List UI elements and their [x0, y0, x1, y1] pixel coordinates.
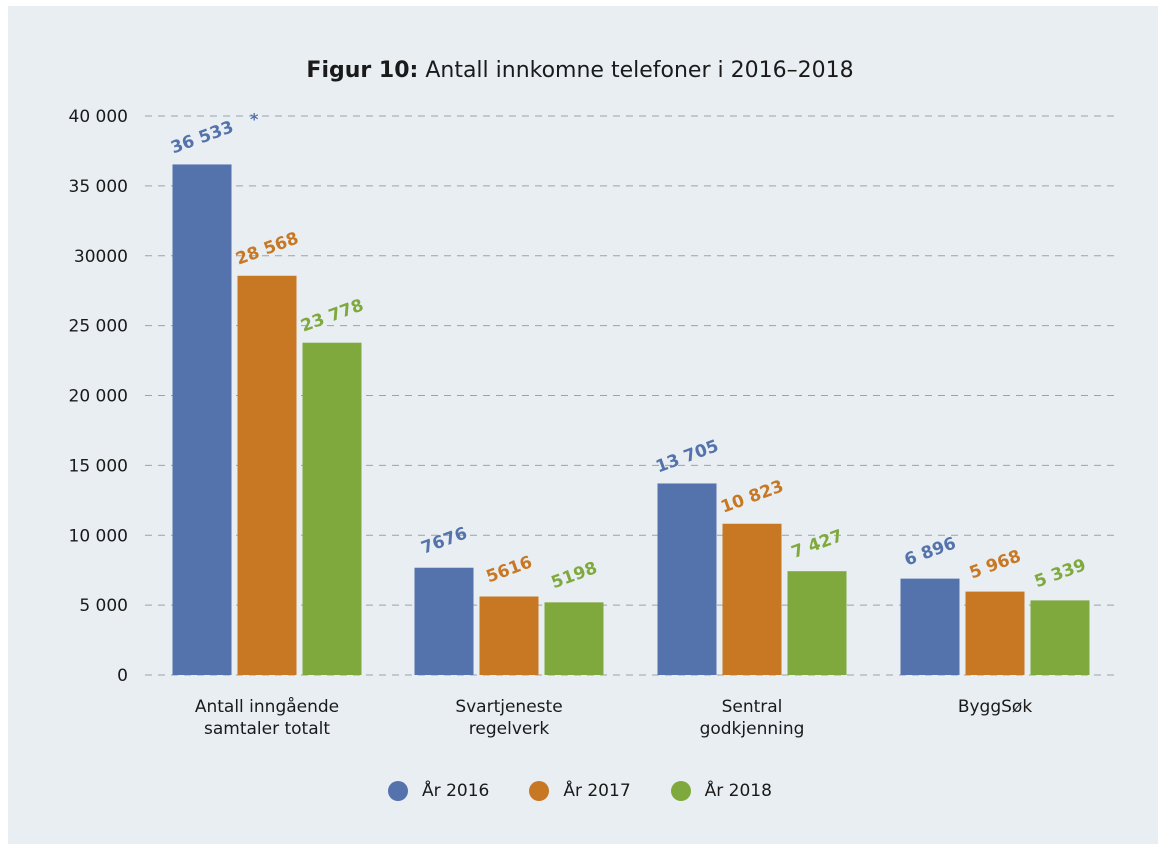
y-tick-label: 20 000 — [69, 387, 128, 407]
bar — [965, 591, 1025, 675]
bar — [544, 602, 604, 675]
bar — [1030, 600, 1090, 675]
legend-label-2018: År 2018 — [704, 781, 772, 801]
data-label: 28 568 — [233, 229, 301, 270]
x-tick-label: Antall inngående — [195, 696, 339, 717]
x-tick-label: Svartjeneste — [455, 697, 562, 717]
data-label: 5 339 — [1032, 555, 1089, 592]
data-label: 5616 — [484, 552, 535, 587]
y-tick-label: 30000 — [74, 247, 128, 267]
legend-swatch-2017 — [529, 781, 550, 801]
data-label: 7 427 — [789, 526, 846, 563]
legend-label-2017: År 2017 — [563, 781, 631, 801]
legend-swatch-2018 — [670, 781, 691, 801]
chart-legend: År 2016 År 2017 År 2018 — [0, 781, 1160, 801]
footnote-marker: * — [250, 109, 259, 128]
data-label: 7676 — [419, 524, 470, 559]
x-tick-label: godkjenning — [700, 719, 805, 739]
bar — [657, 483, 717, 675]
y-tick-label: 15 000 — [69, 456, 128, 476]
data-label: 5 968 — [967, 546, 1024, 583]
chart-title-prefix: Figur 10: — [306, 58, 419, 83]
x-tick-label: regelverk — [469, 719, 550, 739]
bar — [722, 523, 782, 675]
data-label: 23 778 — [298, 295, 366, 336]
y-tick-label: 10 000 — [69, 526, 128, 546]
y-tick-label: 5 000 — [79, 596, 128, 616]
legend-item-2016: År 2016 — [388, 781, 489, 801]
data-label: 5198 — [549, 558, 600, 593]
bar — [900, 578, 960, 675]
chart-title: Figur 10: Antall innkomne telefoner i 20… — [0, 58, 1160, 83]
bar — [479, 596, 539, 675]
x-tick-label: ByggSøk — [958, 697, 1032, 717]
legend-label-2016: År 2016 — [422, 781, 490, 801]
y-tick-label: 35 000 — [69, 177, 128, 197]
data-label: 6 896 — [902, 533, 959, 570]
bar — [302, 342, 362, 675]
data-label: 10 823 — [718, 477, 786, 518]
x-tick-label: samtaler totalt — [204, 719, 330, 739]
chart-title-text: Antall innkomne telefoner i 2016–2018 — [425, 58, 854, 83]
bar — [172, 164, 232, 675]
bar — [787, 571, 847, 675]
y-tick-label: 0 — [117, 666, 128, 686]
legend-item-2018: År 2018 — [670, 781, 772, 801]
bar-chart: 0 5 000 10 000 15 000 20 000 25 000 30000 35 00… — [69, 107, 1118, 739]
data-label: 36 533 — [168, 117, 236, 158]
bar — [414, 567, 474, 675]
y-tick-label: 40 000 — [69, 107, 128, 127]
data-label: 13 705 — [653, 436, 721, 477]
y-tick-label: 25 000 — [69, 317, 128, 337]
legend-item-2017: År 2017 — [529, 781, 631, 801]
x-tick-label: Sentral — [722, 697, 783, 717]
legend-swatch-2016 — [388, 781, 409, 801]
bar — [237, 275, 297, 675]
